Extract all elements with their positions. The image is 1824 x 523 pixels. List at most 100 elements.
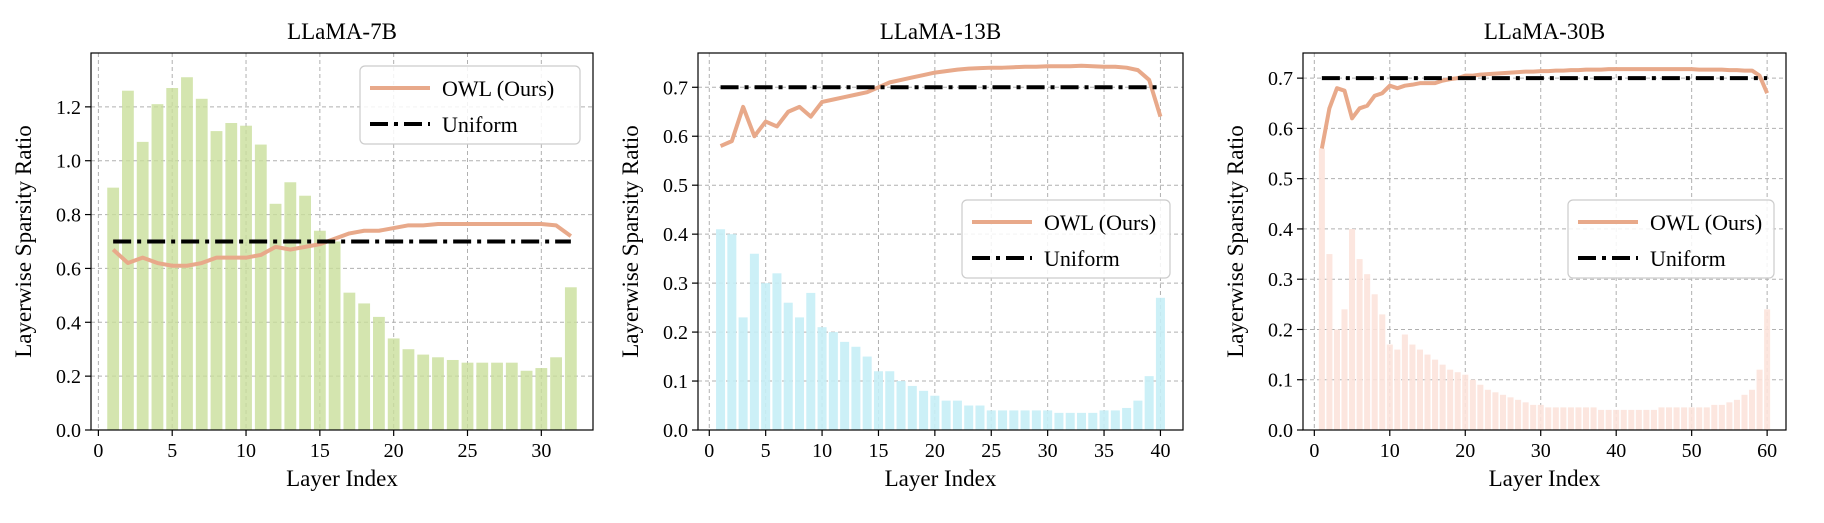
- bar-layer-37: [1122, 407, 1132, 430]
- bar-layer-30: [1537, 404, 1544, 430]
- bar-layer-14: [862, 356, 872, 430]
- bar-layer-29: [520, 370, 533, 430]
- x-tick-label: 30: [1038, 440, 1058, 462]
- bar-layer-16: [885, 371, 895, 430]
- bar-layer-50: [1688, 407, 1695, 430]
- bar-layer-4: [1341, 309, 1348, 430]
- bar-layer-33: [1560, 407, 1567, 430]
- bar-layer-21: [941, 400, 951, 430]
- plot-frame: [1302, 52, 1787, 431]
- bar-layer-5: [761, 283, 771, 430]
- x-tick-label: 10: [1380, 440, 1400, 462]
- bar-layer-12: [269, 203, 282, 430]
- x-tick-label: 0: [93, 440, 103, 462]
- bar-layer-52: [1703, 407, 1710, 430]
- bar-layer-3: [136, 141, 149, 430]
- y-tick-label: 0.2: [56, 366, 81, 388]
- bar-layer-30: [535, 368, 548, 430]
- y-tick-label: 0.2: [663, 322, 688, 344]
- bar-layer-4: [151, 104, 164, 431]
- bar-layer-28: [505, 362, 518, 430]
- bar-layer-22: [1477, 384, 1484, 430]
- bar-layer-39: [1605, 409, 1612, 430]
- bar-layer-10: [240, 125, 252, 430]
- y-tick-label: 0.7: [663, 77, 688, 99]
- x-tick-label: 25: [458, 440, 478, 462]
- bar-layer-35: [1099, 410, 1109, 430]
- chart-title: LLaMA-30B: [1484, 19, 1605, 44]
- y-tick-label: 0.4: [663, 224, 688, 246]
- legend: OWL (Ours) Uniform: [961, 199, 1171, 279]
- bar-layer-23: [432, 357, 444, 430]
- bar-layer-18: [907, 385, 917, 430]
- bar-layer-16: [328, 241, 341, 430]
- bar-layer-14: [1416, 349, 1423, 430]
- bar-layer-49: [1681, 407, 1688, 430]
- bar-layer-15: [1424, 354, 1431, 430]
- x-tick-label: 10: [812, 440, 832, 462]
- y-tick-label: 1.0: [56, 151, 81, 173]
- bar-layer-43: [1635, 409, 1642, 430]
- y-tick-label: 1.2: [56, 97, 81, 119]
- x-tick-label: 15: [310, 440, 330, 462]
- bar-layer-17: [343, 292, 356, 430]
- y-tick-label: 0.0: [56, 420, 81, 442]
- owl-series-line: [1319, 67, 1769, 149]
- legend-label: OWL (Ours): [1650, 210, 1762, 235]
- y-tick-label: 0.0: [1268, 420, 1293, 442]
- y-tick-label: 0.8: [56, 205, 81, 227]
- bar-layer-23: [1484, 389, 1491, 430]
- y-tick-label: 0.0: [663, 420, 688, 442]
- bar-layer-41: [1620, 409, 1627, 430]
- legend: OWL (Ours) Uniform: [1567, 199, 1775, 279]
- legend-label: Uniform: [1650, 246, 1726, 271]
- y-tick-label: 0.4: [56, 312, 81, 334]
- bar-layer-6: [772, 273, 782, 430]
- bar-layer-25: [461, 362, 474, 430]
- bar-layer-12: [840, 341, 850, 430]
- plot-frame: [90, 52, 594, 431]
- y-tick-label: 0.3: [1268, 269, 1293, 291]
- bar-layer-19: [1454, 372, 1461, 430]
- bar-layer-20: [387, 338, 400, 430]
- bar-layer-3: [1333, 329, 1340, 430]
- bar-layer-20: [930, 395, 940, 430]
- bar-layer-28: [1522, 402, 1529, 430]
- bar-layer-3: [738, 317, 748, 430]
- bar-layer-42: [1628, 409, 1635, 430]
- bar-layer-35: [1575, 407, 1582, 430]
- bar-layer-13: [1409, 344, 1416, 430]
- y-tick-label: 0.4: [1268, 219, 1293, 241]
- bar-layer-34: [1088, 412, 1098, 430]
- x-tick-label: 0: [704, 440, 714, 462]
- bar-layer-15: [313, 230, 326, 430]
- legend-label: OWL (Ours): [442, 76, 554, 101]
- bar-layer-27: [491, 362, 503, 430]
- bar-layer-8: [795, 317, 805, 430]
- y-tick-label: 0.6: [663, 126, 688, 148]
- plot-frame: [697, 52, 1184, 431]
- y-tick-label: 0.3: [663, 273, 688, 295]
- x-tick-label: 0: [1309, 440, 1319, 462]
- bar-layer-27: [1009, 410, 1019, 430]
- bar-layer-58: [1749, 389, 1756, 430]
- y-tick-label: 0.1: [663, 371, 688, 393]
- x-tick-label: 20: [925, 440, 945, 462]
- x-tick-label: 30: [1531, 440, 1551, 462]
- bar-layer-18: [358, 303, 371, 430]
- y-tick-label: 0.6: [1268, 118, 1293, 140]
- bar-layer-19: [373, 316, 385, 430]
- legend-label: Uniform: [442, 112, 518, 137]
- bar-layer-8: [1371, 294, 1378, 430]
- bar-layer-37: [1590, 407, 1597, 430]
- x-tick-label: 5: [167, 440, 177, 462]
- bar-layer-45: [1650, 409, 1657, 430]
- bar-layer-26: [998, 410, 1008, 430]
- x-axis-label: Layer Index: [1489, 466, 1601, 491]
- bar-layer-9: [225, 123, 238, 430]
- legend-label: Uniform: [1044, 246, 1120, 271]
- bar-layer-9: [806, 292, 816, 430]
- bar-layer-23: [964, 405, 974, 430]
- y-tick-label: 0.5: [1268, 169, 1293, 191]
